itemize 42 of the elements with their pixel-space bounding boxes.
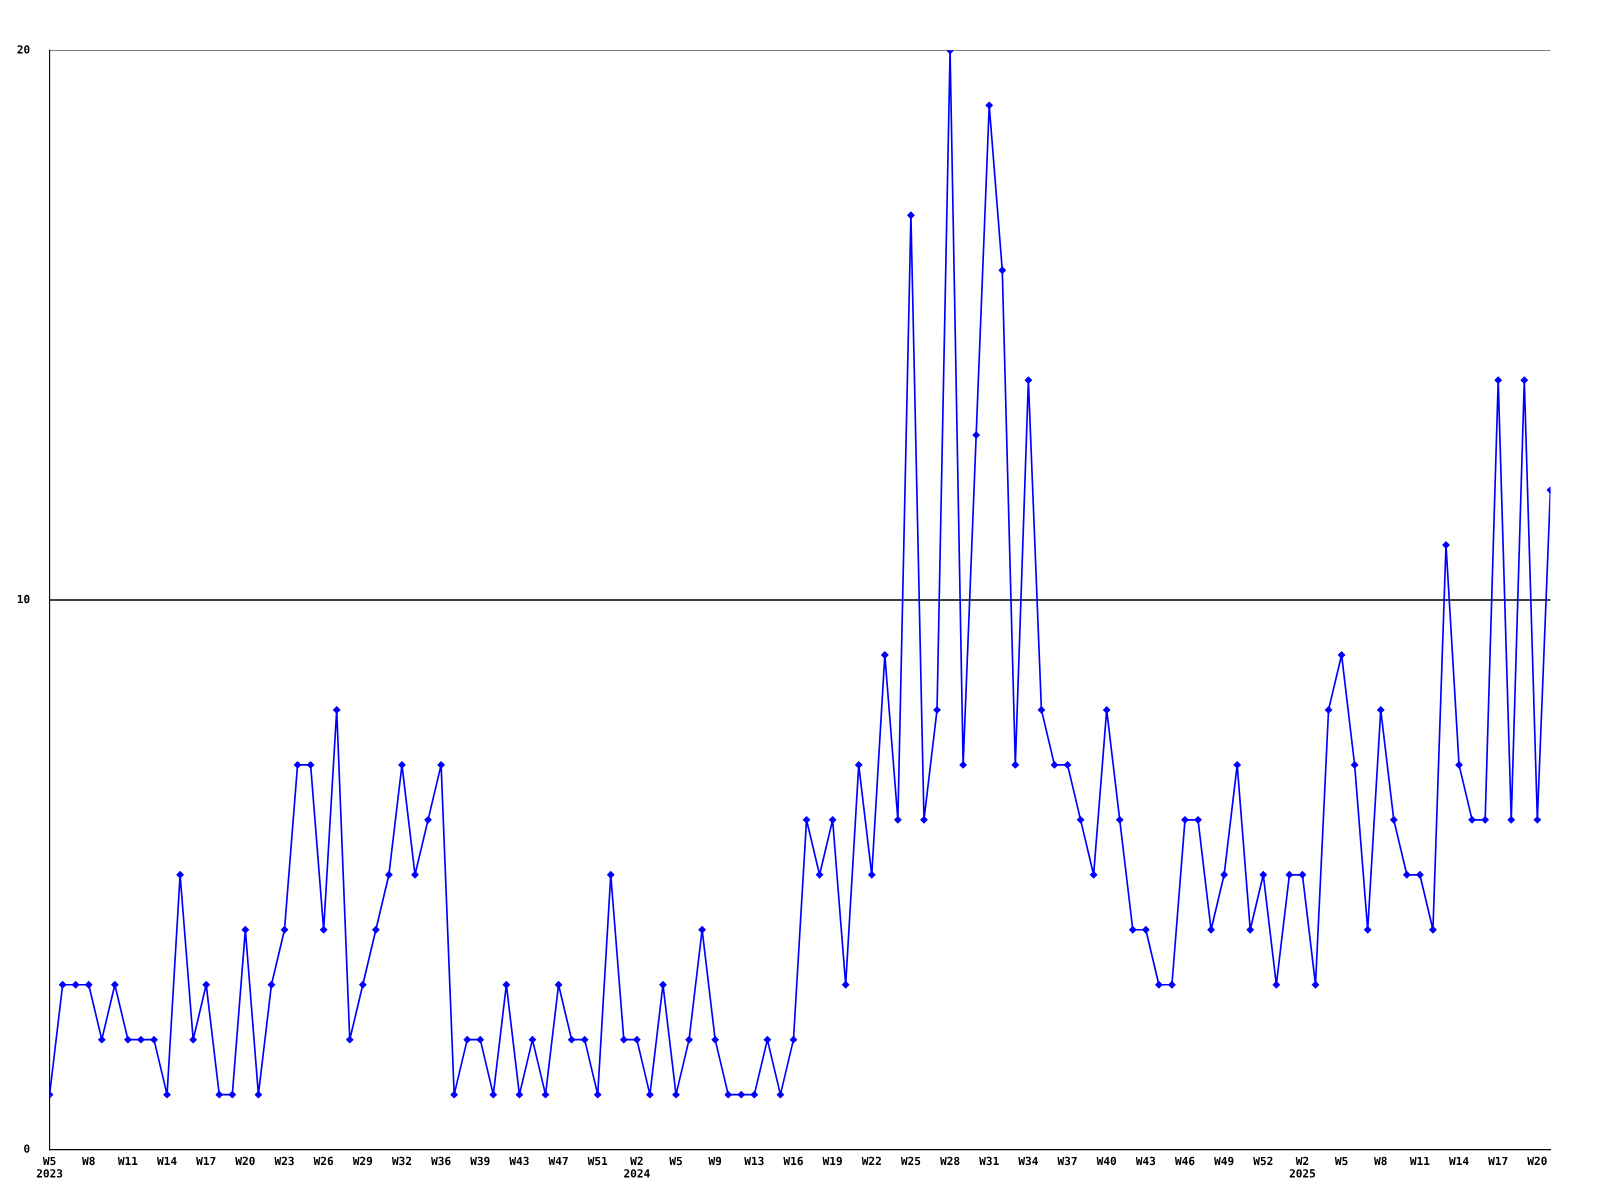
- x-tick-label: W17: [1488, 1156, 1508, 1165]
- x-tick-label: W5: [669, 1156, 682, 1166]
- x-tick-label: W40: [1096, 1156, 1117, 1166]
- x-tick-label: W51: [587, 1156, 608, 1166]
- x-tick-label: W26: [313, 1156, 334, 1166]
- x-tick-label: W14: [1449, 1156, 1469, 1165]
- x-tick-label: W25: [900, 1156, 921, 1166]
- x-tick-label: W20: [235, 1156, 255, 1166]
- x-tick-label: W13: [744, 1156, 764, 1166]
- x-tick-label: W9: [708, 1156, 722, 1166]
- x-tick-label: W39: [470, 1156, 490, 1166]
- x-tick-label: W2 2024: [624, 1156, 650, 1178]
- x-tick-label: W8: [82, 1156, 95, 1166]
- x-tick-label: W5 2023: [36, 1156, 63, 1178]
- x-tick-label: W43: [1135, 1156, 1156, 1166]
- x-tick-label: W2 2025: [1289, 1156, 1316, 1178]
- y-tick-label: 0: [24, 1144, 30, 1153]
- x-tick-label: W19: [822, 1156, 842, 1166]
- x-tick-label: W28: [940, 1156, 960, 1166]
- x-tick-label: W11: [1409, 1156, 1430, 1165]
- x-tick-label: W22: [861, 1156, 881, 1165]
- x-tick-label: W37: [1057, 1156, 1077, 1166]
- y-tick-label: 20: [17, 45, 30, 54]
- x-tick-label: W36: [431, 1156, 451, 1166]
- x-tick-label: W14: [157, 1156, 177, 1165]
- x-tick-label: W34: [1018, 1156, 1038, 1166]
- x-tick-label: W5: [1334, 1156, 1348, 1166]
- x-tick-label: W17: [196, 1156, 216, 1165]
- x-tick-label: W29: [352, 1156, 373, 1166]
- x-tick-label: W47: [548, 1156, 568, 1165]
- x-tick-label: W31: [979, 1156, 999, 1166]
- x-tick-label: W20: [1527, 1156, 1547, 1166]
- x-tick-label: W23: [274, 1156, 294, 1166]
- x-tick-label: W46: [1174, 1156, 1195, 1166]
- x-tick-label: W52: [1253, 1156, 1273, 1166]
- y-tick-label: 10: [17, 594, 30, 604]
- x-tick-label: W8: [1374, 1156, 1387, 1166]
- x-tick-label: W49: [1214, 1156, 1234, 1166]
- x-tick-label: W11: [117, 1156, 138, 1165]
- x-tick-label: W16: [783, 1156, 803, 1166]
- x-tick-label: W32: [391, 1156, 412, 1166]
- x-tick-label: W43: [509, 1156, 529, 1166]
